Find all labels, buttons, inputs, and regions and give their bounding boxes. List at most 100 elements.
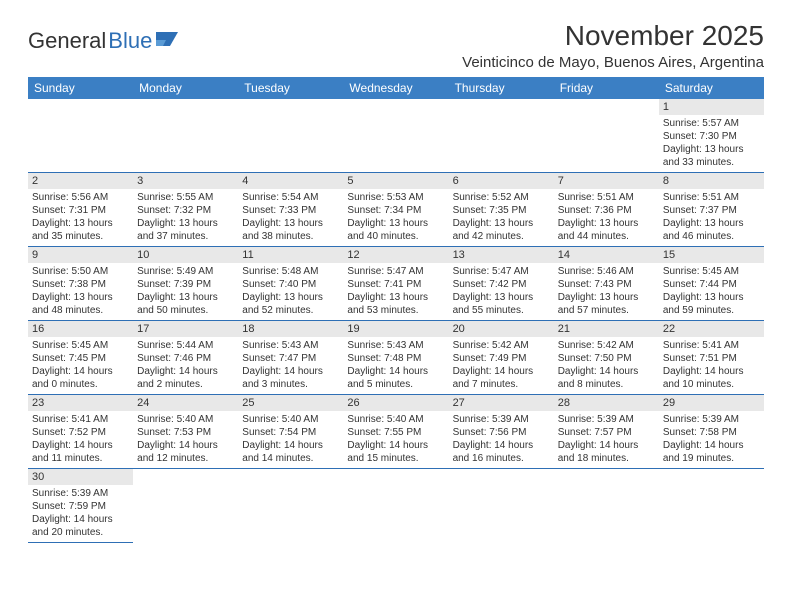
day-number: 18: [238, 321, 343, 337]
sunset-line: Sunset: 7:48 PM: [347, 352, 444, 365]
weekday-wed: Wednesday: [343, 77, 448, 99]
day-cell: 23Sunrise: 5:41 AMSunset: 7:52 PMDayligh…: [28, 395, 133, 469]
day-cell: 5Sunrise: 5:53 AMSunset: 7:34 PMDaylight…: [343, 173, 448, 247]
sunset-line: Sunset: 7:53 PM: [137, 426, 234, 439]
daylight-line-2: and 55 minutes.: [453, 304, 550, 317]
daylight-line-1: Daylight: 14 hours: [663, 365, 760, 378]
daylight-line-2: and 59 minutes.: [663, 304, 760, 317]
sunrise-line: Sunrise: 5:46 AM: [558, 265, 655, 278]
sunset-line: Sunset: 7:40 PM: [242, 278, 339, 291]
daylight-line-1: Daylight: 13 hours: [453, 291, 550, 304]
sunset-line: Sunset: 7:51 PM: [663, 352, 760, 365]
sunrise-line: Sunrise: 5:50 AM: [32, 265, 129, 278]
day-cell: 29Sunrise: 5:39 AMSunset: 7:58 PMDayligh…: [659, 395, 764, 469]
sunrise-line: Sunrise: 5:39 AM: [453, 413, 550, 426]
daylight-line-1: Daylight: 13 hours: [32, 217, 129, 230]
calendar: Sunday Monday Tuesday Wednesday Thursday…: [28, 77, 764, 543]
daylight-line-2: and 46 minutes.: [663, 230, 760, 243]
day-cell: 9Sunrise: 5:50 AMSunset: 7:38 PMDaylight…: [28, 247, 133, 321]
daylight-line-1: Daylight: 14 hours: [242, 439, 339, 452]
weekday-mon: Monday: [133, 77, 238, 99]
day-number: 8: [659, 173, 764, 189]
sunset-line: Sunset: 7:57 PM: [558, 426, 655, 439]
blank-cell: [343, 99, 448, 173]
daylight-line-1: Daylight: 13 hours: [242, 217, 339, 230]
location-line: Veinticinco de Mayo, Buenos Aires, Argen…: [462, 54, 764, 71]
daylight-line-2: and 48 minutes.: [32, 304, 129, 317]
day-cell: 25Sunrise: 5:40 AMSunset: 7:54 PMDayligh…: [238, 395, 343, 469]
day-cell: 30Sunrise: 5:39 AMSunset: 7:59 PMDayligh…: [28, 469, 133, 543]
daylight-line-1: Daylight: 14 hours: [347, 365, 444, 378]
sunset-line: Sunset: 7:32 PM: [137, 204, 234, 217]
day-number: 23: [28, 395, 133, 411]
day-number: 27: [449, 395, 554, 411]
sunrise-line: Sunrise: 5:57 AM: [663, 117, 760, 130]
daylight-line-1: Daylight: 13 hours: [663, 143, 760, 156]
daylight-line-1: Daylight: 14 hours: [137, 439, 234, 452]
daylight-line-2: and 11 minutes.: [32, 452, 129, 465]
day-number: 13: [449, 247, 554, 263]
day-number: 20: [449, 321, 554, 337]
daylight-line-1: Daylight: 13 hours: [558, 217, 655, 230]
daylight-line-2: and 8 minutes.: [558, 378, 655, 391]
sunrise-line: Sunrise: 5:41 AM: [32, 413, 129, 426]
calendar-body: 1Sunrise: 5:57 AMSunset: 7:30 PMDaylight…: [28, 99, 764, 543]
day-number: 21: [554, 321, 659, 337]
day-number: 15: [659, 247, 764, 263]
day-cell: 15Sunrise: 5:45 AMSunset: 7:44 PMDayligh…: [659, 247, 764, 321]
sunrise-line: Sunrise: 5:49 AM: [137, 265, 234, 278]
day-number: 2: [28, 173, 133, 189]
day-number: 9: [28, 247, 133, 263]
day-number: 25: [238, 395, 343, 411]
daylight-line-2: and 37 minutes.: [137, 230, 234, 243]
month-title: November 2025: [462, 20, 764, 52]
day-cell: 11Sunrise: 5:48 AMSunset: 7:40 PMDayligh…: [238, 247, 343, 321]
daylight-line-1: Daylight: 13 hours: [558, 291, 655, 304]
day-number: 3: [133, 173, 238, 189]
day-cell: 20Sunrise: 5:42 AMSunset: 7:49 PMDayligh…: [449, 321, 554, 395]
day-cell: 6Sunrise: 5:52 AMSunset: 7:35 PMDaylight…: [449, 173, 554, 247]
daylight-line-2: and 14 minutes.: [242, 452, 339, 465]
brand-part2: Blue: [108, 28, 152, 54]
day-number: 19: [343, 321, 448, 337]
day-cell: 7Sunrise: 5:51 AMSunset: 7:36 PMDaylight…: [554, 173, 659, 247]
day-cell: 4Sunrise: 5:54 AMSunset: 7:33 PMDaylight…: [238, 173, 343, 247]
sunrise-line: Sunrise: 5:45 AM: [32, 339, 129, 352]
daylight-line-1: Daylight: 14 hours: [32, 439, 129, 452]
day-number: 6: [449, 173, 554, 189]
daylight-line-1: Daylight: 13 hours: [453, 217, 550, 230]
daylight-line-2: and 20 minutes.: [32, 526, 129, 539]
weekday-thu: Thursday: [449, 77, 554, 99]
sunrise-line: Sunrise: 5:40 AM: [242, 413, 339, 426]
daylight-line-1: Daylight: 14 hours: [453, 365, 550, 378]
day-cell: 12Sunrise: 5:47 AMSunset: 7:41 PMDayligh…: [343, 247, 448, 321]
daylight-line-1: Daylight: 13 hours: [347, 291, 444, 304]
sunrise-line: Sunrise: 5:41 AM: [663, 339, 760, 352]
daylight-line-1: Daylight: 14 hours: [453, 439, 550, 452]
sunrise-line: Sunrise: 5:40 AM: [347, 413, 444, 426]
daylight-line-2: and 18 minutes.: [558, 452, 655, 465]
day-cell: 8Sunrise: 5:51 AMSunset: 7:37 PMDaylight…: [659, 173, 764, 247]
blank-cell: [28, 99, 133, 173]
sunrise-line: Sunrise: 5:47 AM: [347, 265, 444, 278]
sunrise-line: Sunrise: 5:56 AM: [32, 191, 129, 204]
sunrise-line: Sunrise: 5:53 AM: [347, 191, 444, 204]
sunset-line: Sunset: 7:49 PM: [453, 352, 550, 365]
day-number: 14: [554, 247, 659, 263]
daylight-line-1: Daylight: 14 hours: [347, 439, 444, 452]
day-cell: 24Sunrise: 5:40 AMSunset: 7:53 PMDayligh…: [133, 395, 238, 469]
sunset-line: Sunset: 7:38 PM: [32, 278, 129, 291]
sunset-line: Sunset: 7:58 PM: [663, 426, 760, 439]
sunset-line: Sunset: 7:41 PM: [347, 278, 444, 291]
day-cell: 10Sunrise: 5:49 AMSunset: 7:39 PMDayligh…: [133, 247, 238, 321]
day-cell: 17Sunrise: 5:44 AMSunset: 7:46 PMDayligh…: [133, 321, 238, 395]
sunrise-line: Sunrise: 5:43 AM: [347, 339, 444, 352]
day-cell: 2Sunrise: 5:56 AMSunset: 7:31 PMDaylight…: [28, 173, 133, 247]
sunrise-line: Sunrise: 5:43 AM: [242, 339, 339, 352]
sunrise-line: Sunrise: 5:54 AM: [242, 191, 339, 204]
brand-logo: General Blue: [28, 28, 182, 54]
weekday-sat: Saturday: [659, 77, 764, 99]
daylight-line-1: Daylight: 13 hours: [347, 217, 444, 230]
day-number: 7: [554, 173, 659, 189]
daylight-line-2: and 52 minutes.: [242, 304, 339, 317]
